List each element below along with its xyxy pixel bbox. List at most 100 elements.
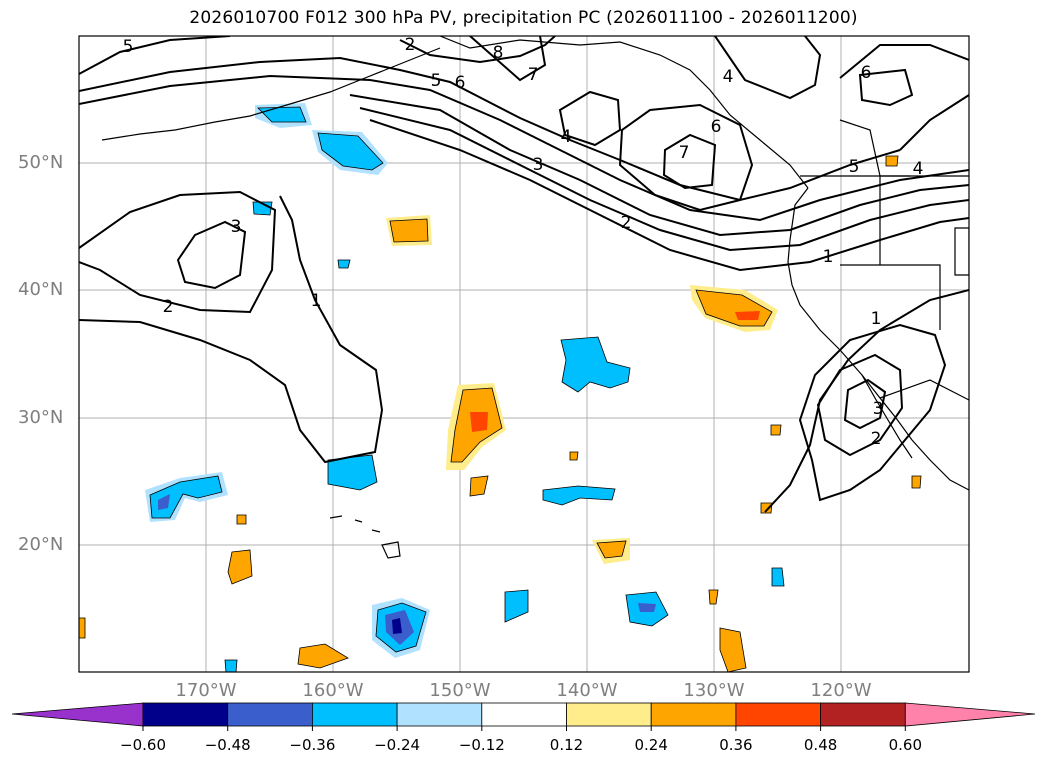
contour-label: 2 [621, 213, 632, 233]
pv-contour-4 [79, 74, 969, 222]
precip-positive-area [227, 549, 253, 585]
precip-negative-area [638, 603, 656, 612]
pv-contour-6-east [858, 68, 914, 107]
precip-positive-area [389, 218, 429, 243]
coastline-hawaii [329, 515, 401, 559]
precip-positive-area [79, 617, 86, 639]
contour-label: 1 [823, 247, 834, 267]
contour-label: 3 [873, 399, 884, 419]
contour-label: 8 [493, 43, 504, 63]
pv-contour-1 [369, 119, 969, 272]
pv-contour-7-inner [662, 133, 717, 190]
precip-positive-area [470, 412, 488, 432]
pv-contour-5 [79, 56, 901, 202]
contour-label: 1 [871, 309, 882, 329]
precip-negative-area [392, 618, 402, 634]
contour-label: 5 [849, 157, 860, 177]
lon-label-130w: 130°W [683, 680, 745, 701]
pv-contour-4-cutoff [843, 378, 887, 430]
colorbar-tick-label: 0.12 [549, 736, 584, 754]
contour-label: 3 [231, 217, 242, 237]
precip-negative-area [542, 485, 616, 506]
lon-label-150w: 150°W [429, 680, 491, 701]
contour-labels: 5 2 8 7 6 5 4 4 3 7 6 2 3 2 1 1 5 4 6 1 … [123, 35, 924, 449]
pv-contour-4-inner [558, 90, 622, 147]
plot-frame [78, 35, 970, 673]
contour-label: 6 [455, 73, 466, 93]
precip-negative-area [327, 454, 378, 491]
lat-label-40n: 40°N [18, 279, 64, 300]
precip-positive-area [569, 451, 579, 461]
pv-contours [79, 36, 969, 513]
colorbar-tick-label: −0.36 [289, 736, 336, 754]
pv-contour-8 [399, 36, 556, 64]
coastlines [101, 36, 969, 559]
precip-positive-area [695, 289, 773, 327]
colorbar-tick-label: 0.36 [719, 736, 753, 754]
pv-contour-2 [359, 107, 969, 252]
border-mexico [879, 379, 969, 401]
contour-label: 4 [561, 127, 572, 147]
precip-positive-area [885, 155, 899, 167]
contour-label: 7 [528, 65, 539, 85]
contour-label: 5 [431, 71, 442, 91]
colorbar-tick-label: −0.24 [374, 736, 421, 754]
precip-positive-area [708, 589, 719, 605]
colorbar-tick-label: 0.24 [634, 736, 668, 754]
precip-negative-area [504, 589, 529, 623]
pv-contour-1-west [79, 195, 384, 464]
lon-label-120w: 120°W [810, 680, 872, 701]
precip-positive-area [719, 627, 747, 672]
coastline-aleutians [101, 47, 441, 141]
pv-contour-3 [349, 94, 969, 237]
pv-contour-5-east [839, 44, 969, 151]
precip-positive-area [596, 540, 627, 559]
precip-negative-area [158, 494, 170, 510]
lat-label-30n: 30°N [18, 407, 64, 428]
colorbar-tick-label: 0.48 [803, 736, 838, 754]
contour-label: 6 [861, 63, 872, 83]
pv-contour-2-west [79, 190, 277, 314]
colorbar-tick-label: 0.60 [888, 736, 922, 754]
precip-positive-area [735, 311, 760, 320]
precip-negative-area [771, 567, 785, 587]
precip-shading [79, 103, 922, 672]
pv-contour-6-alaska [714, 36, 822, 100]
contour-label: 1 [311, 291, 322, 311]
lon-label-140w: 140°W [556, 680, 618, 701]
contour-label: 5 [123, 37, 134, 57]
lon-label-160w: 160°W [302, 680, 364, 701]
precip-positive-area [469, 475, 489, 497]
precip-positive-area [770, 424, 782, 436]
contour-label: 6 [711, 117, 722, 137]
pv-contour-5 [79, 36, 231, 75]
contour-label: 2 [163, 297, 174, 317]
contour-label: 4 [723, 67, 734, 87]
pv-contour-7 [469, 36, 547, 82]
lat-label-50n: 50°N [18, 152, 64, 173]
pv-contour-7-gulf [618, 103, 754, 212]
precip-positive-area [760, 502, 773, 514]
colorbar-tick-label: −0.60 [120, 736, 166, 754]
colorbar-tick-label: −0.48 [204, 736, 251, 754]
contour-label: 2 [405, 35, 416, 55]
pv-contour-3-west [176, 220, 247, 290]
pv-contour-2-cutoff [798, 323, 947, 502]
contour-label: 7 [679, 143, 690, 163]
lon-label-170w: 170°W [175, 680, 237, 701]
contour-label: 3 [533, 155, 544, 175]
colorbar-tick-label: −0.12 [458, 736, 505, 754]
coastline-baja [861, 374, 913, 459]
precip-negative-area [337, 259, 351, 269]
pv-contour-3-cutoff [816, 353, 904, 457]
lat-label-20n: 20°N [18, 534, 64, 555]
coastline-alaska [439, 36, 809, 189]
contour-label: 2 [871, 429, 882, 449]
precip-negative-area [317, 132, 384, 171]
precip-positive-area [297, 643, 349, 669]
contour-label: 4 [913, 159, 924, 179]
precip-negative-area [224, 659, 238, 672]
precip-positive-area [236, 514, 247, 525]
map-title: 2026010700 F012 300 hPa PV, precipitatio… [189, 8, 858, 28]
